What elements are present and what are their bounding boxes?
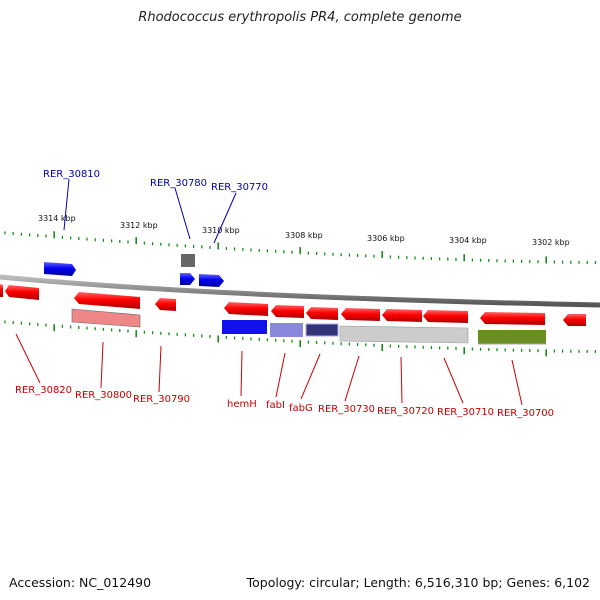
genome-backbone <box>0 274 600 308</box>
scale-labels: 3314 kbp 3312 kbp 3310 kbp 3308 kbp 3306… <box>38 214 570 247</box>
scale-label-3302: 3302 kbp <box>532 238 570 247</box>
gene-rer-30710[interactable] <box>423 310 468 323</box>
scale-label-3306: 3306 kbp <box>367 234 405 243</box>
gene-rer-30820[interactable] <box>5 285 39 300</box>
gene-fabi[interactable] <box>271 305 304 318</box>
feature-bars <box>71 308 546 345</box>
gene-rer-30700[interactable] <box>480 312 545 325</box>
feature-hemh-blue <box>222 320 267 334</box>
gene-rer-30780[interactable] <box>180 273 195 285</box>
accession-text: Accession: NC_012490 <box>9 575 152 590</box>
gene-rer-30720[interactable] <box>382 309 422 322</box>
gene-rer-30800[interactable] <box>74 292 140 309</box>
feature-rer-30700-olive <box>478 330 546 344</box>
label-rer-30780: RER_30780 <box>150 178 207 189</box>
label-rer-30700: RER_30700 <box>497 408 554 419</box>
gene-right-edge[interactable] <box>563 314 586 326</box>
top-strand-genes <box>44 254 224 287</box>
feature-rer-30780-gray <box>181 254 195 267</box>
label-rer-30710: RER_30710 <box>437 407 494 418</box>
feature-fabg-navy <box>305 323 339 337</box>
scale-label-3312: 3312 kbp <box>120 221 158 230</box>
label-rer-30720: RER_30720 <box>377 406 434 417</box>
label-hemh: hemH <box>227 399 257 410</box>
label-rer-30800: RER_30800 <box>75 390 132 401</box>
label-rer-30790: RER_30790 <box>133 394 190 405</box>
gene-rer-30770[interactable] <box>199 274 224 287</box>
scale-ticks-bottom <box>4 320 597 357</box>
gene-rer-30820-left[interactable] <box>0 284 3 297</box>
feature-rer-30730-lightgray <box>339 325 469 344</box>
scale-label-3308: 3308 kbp <box>285 231 323 240</box>
gene-hemh[interactable] <box>224 302 268 316</box>
top-labels: RER_30810 RER_30780 RER_30770 <box>43 169 268 244</box>
scale-label-3314: 3314 kbp <box>38 214 76 223</box>
gene-rer-30810[interactable] <box>44 262 76 276</box>
feature-fabi-lavender <box>270 323 303 337</box>
genome-title: Rhodococcus erythropolis PR4, complete g… <box>138 10 462 25</box>
label-rer-30770: RER_30770 <box>211 182 268 193</box>
label-fabg: fabG <box>289 403 313 414</box>
scale-label-3310: 3310 kbp <box>202 226 240 235</box>
bottom-labels: RER_30820 RER_30800 RER_30790 hemH fabI … <box>15 333 554 419</box>
label-rer-30810: RER_30810 <box>43 169 100 180</box>
label-fabi: fabI <box>266 400 285 411</box>
gene-fabg[interactable] <box>306 307 338 320</box>
label-rer-30730: RER_30730 <box>318 404 375 415</box>
gene-rer-30730[interactable] <box>341 308 380 321</box>
gene-rer-30790[interactable] <box>155 298 176 311</box>
label-rer-30820: RER_30820 <box>15 385 72 396</box>
feature-rer-30800-pink <box>71 308 141 328</box>
scale-label-3304: 3304 kbp <box>449 236 487 245</box>
scale-ticks-top <box>4 231 597 264</box>
bottom-strand-genes <box>0 284 586 326</box>
genome-summary-text: Topology: circular; Length: 6,516,310 bp… <box>246 575 590 590</box>
